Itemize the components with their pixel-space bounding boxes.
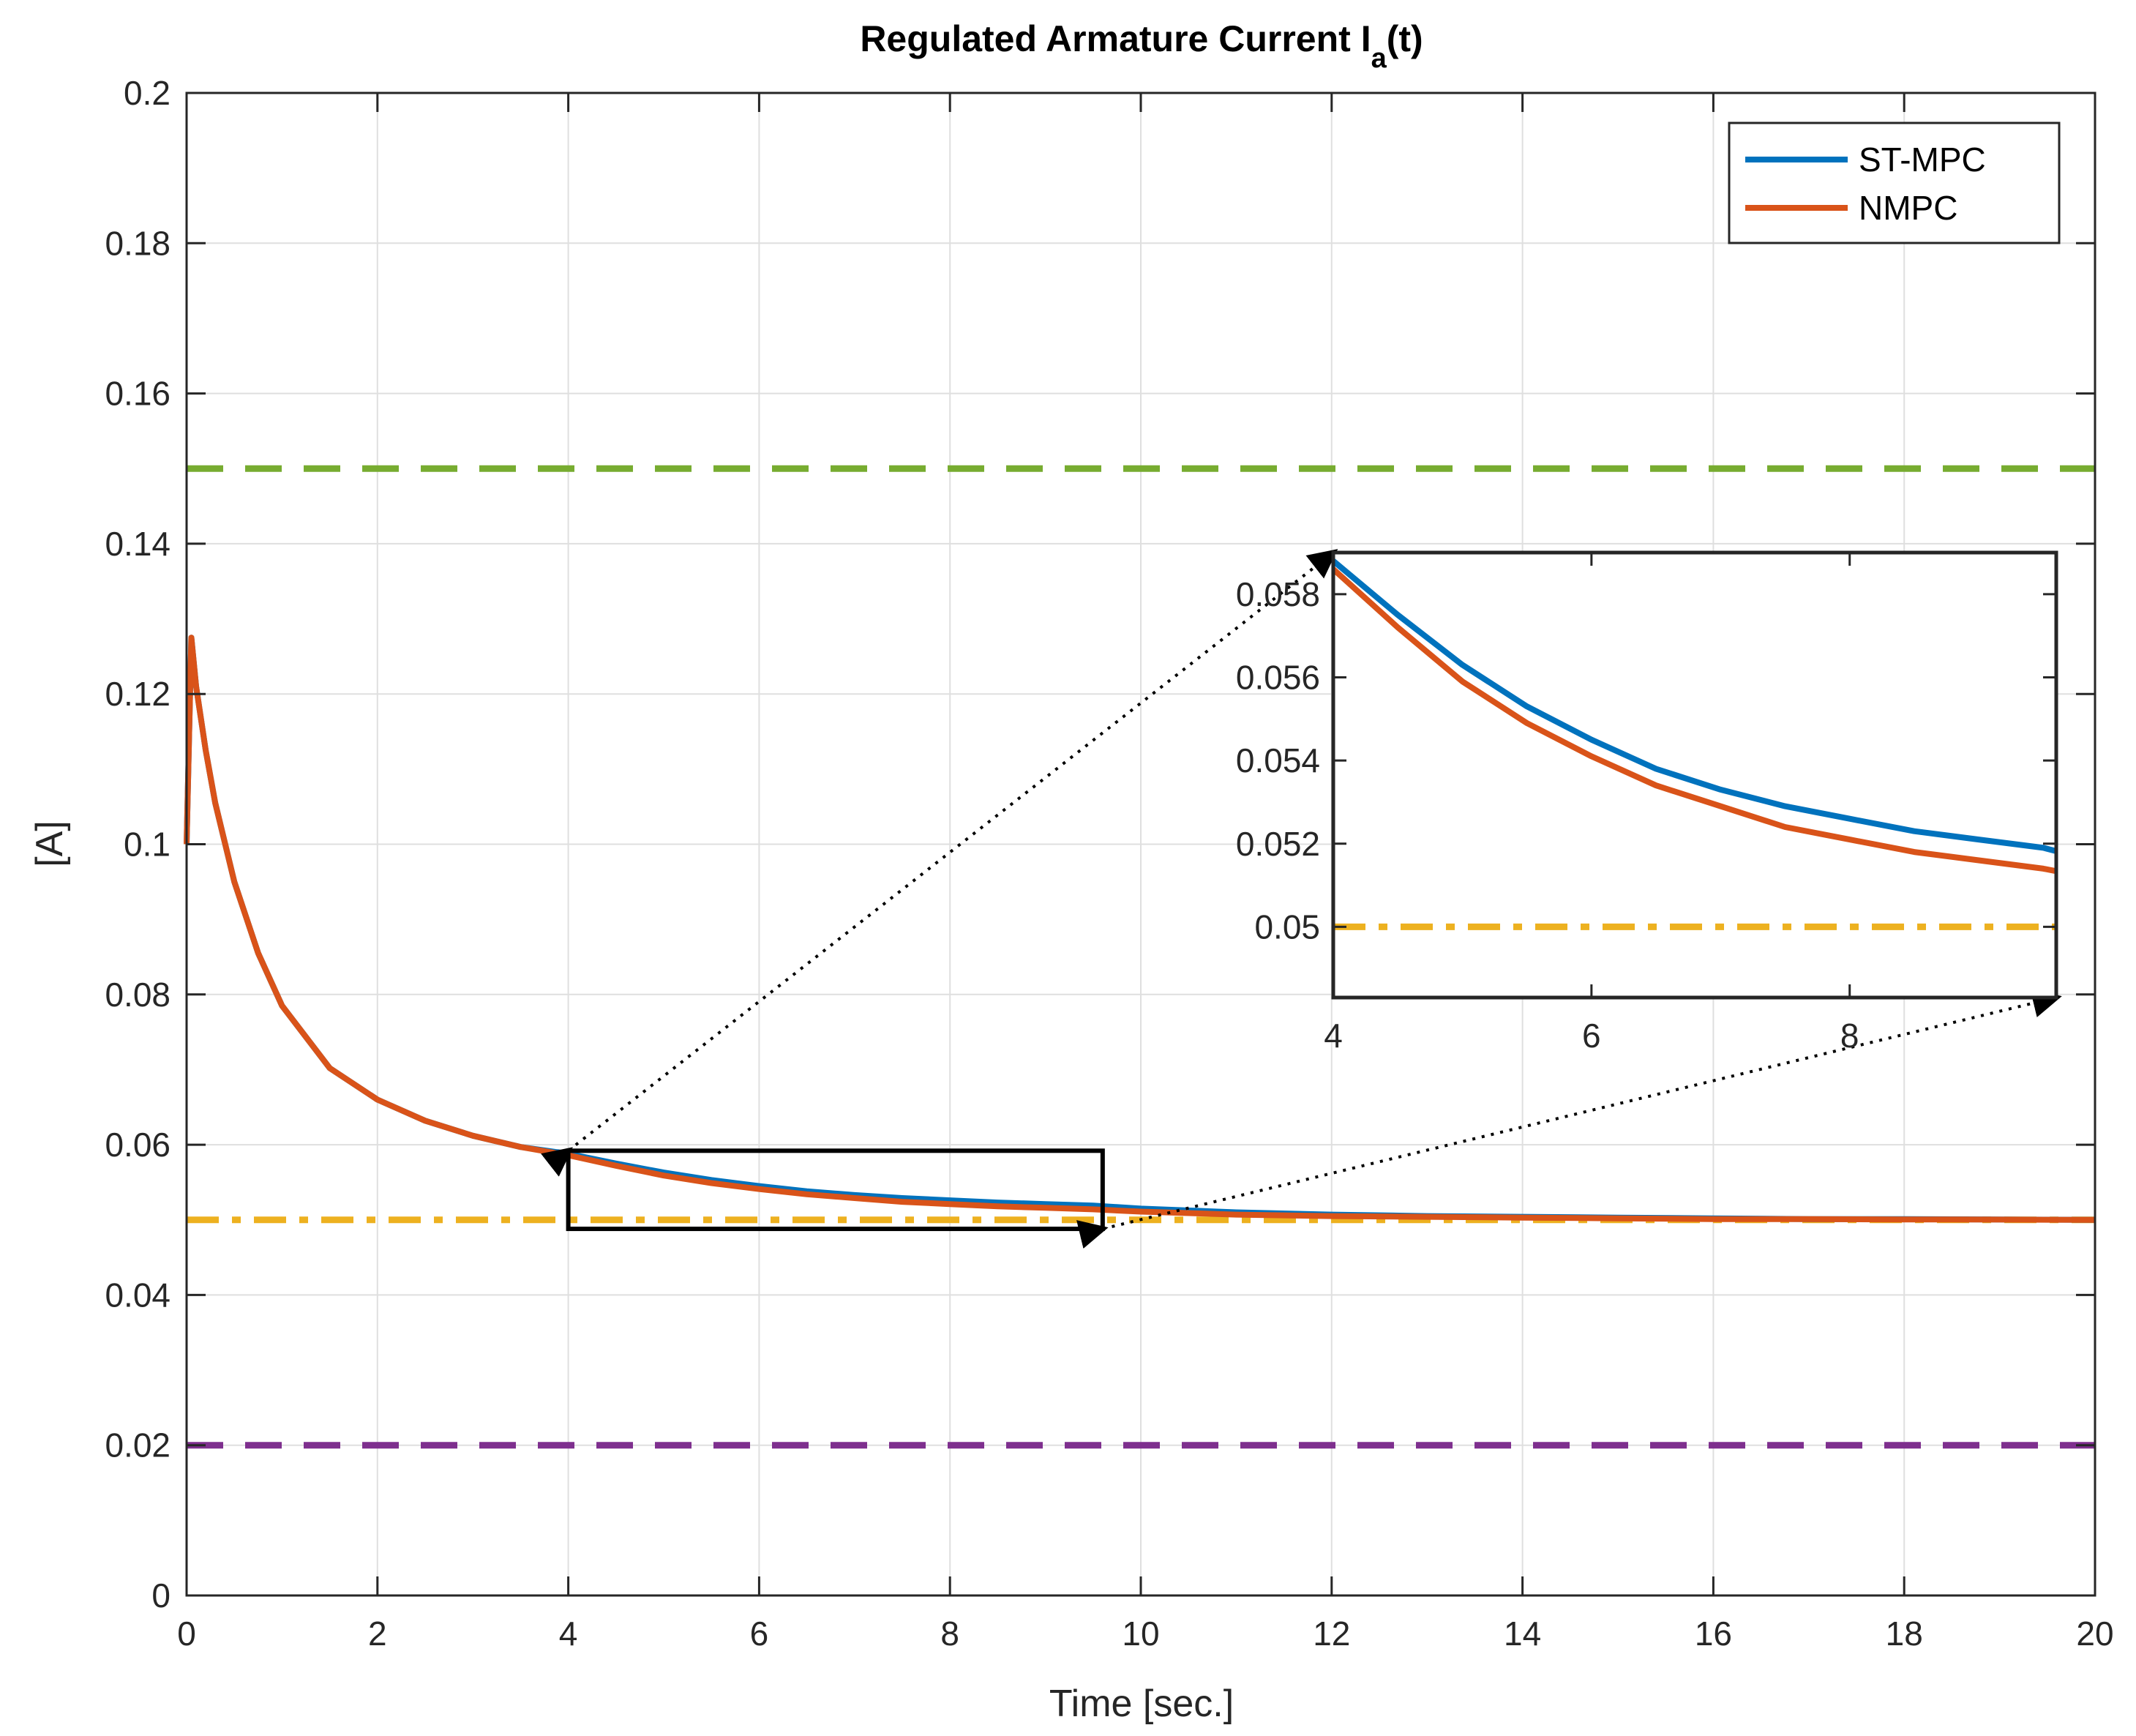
y-axis-label: [A]	[29, 820, 71, 867]
legend: ST-MPC NMPC	[1728, 121, 2061, 244]
zoom-connector-bottom	[1076, 989, 2062, 1249]
main-ticks	[185, 91, 2096, 1597]
y-tick-labels: 0 0.02 0.04 0.06 0.08 0.1 0.12 0.14 0.16 0.18 0.2	[105, 74, 170, 1615]
inset-background	[1333, 553, 2056, 998]
inset-y-tick-label: 0.054	[1236, 741, 1320, 779]
y-tick-label: 0.08	[105, 976, 170, 1014]
zoom-connector-top	[541, 549, 1338, 1177]
x-axis-label: Time [sec.]	[1049, 1683, 1234, 1725]
x-tick-labels: 0 2 4 6 8 10 12 14 16 18 20	[177, 1615, 2113, 1653]
x-tick-label: 12	[1313, 1615, 1350, 1653]
inset-axes-box	[1331, 550, 2058, 1000]
x-tick-label: 4	[559, 1615, 578, 1653]
y-tick-label: 0	[151, 1576, 170, 1615]
inset-series-line-nmpc	[1331, 566, 2057, 875]
y-tick-label: 0.1	[124, 826, 170, 864]
x-tick-label: 8	[940, 1615, 959, 1653]
inset-y-tick-label: 0.058	[1236, 575, 1320, 613]
inset-x-tick-label: 8	[1840, 1017, 1859, 1055]
zoom-indicator	[541, 549, 2062, 1249]
x-tick-label: 16	[1695, 1615, 1732, 1653]
y-tick-label: 0.04	[105, 1276, 170, 1314]
y-tick-label: 0.12	[105, 675, 170, 713]
x-tick-label: 2	[368, 1615, 387, 1653]
inset-x-tick-label: 6	[1582, 1017, 1601, 1055]
y-tick-label: 0.14	[105, 525, 170, 563]
legend-label-nmpc: NMPC	[1859, 189, 1957, 227]
y-tick-label: 0.06	[105, 1126, 170, 1164]
inset-y-tick-label: 0.05	[1254, 908, 1320, 946]
inset-y-tick-labels: 0.05 0.052 0.054 0.056 0.058	[1236, 575, 1320, 946]
x-tick-label: 18	[1886, 1615, 1923, 1653]
inset-y-tick-label: 0.056	[1236, 658, 1320, 696]
x-tick-label: 0	[177, 1615, 196, 1653]
inset-x-tick-labels: 4 6 8	[1324, 1017, 1859, 1055]
inset-y-tick-label: 0.052	[1236, 825, 1320, 863]
inset-x-tick-label: 4	[1324, 1017, 1343, 1055]
legend-box	[1728, 121, 2061, 244]
x-tick-label: 10	[1122, 1615, 1159, 1653]
y-tick-label: 0.2	[124, 74, 170, 112]
legend-label-st-mpc: ST-MPC	[1859, 141, 1986, 179]
x-tick-label: 6	[750, 1615, 769, 1653]
y-tick-label: 0.18	[105, 224, 170, 262]
x-tick-label: 14	[1504, 1615, 1541, 1653]
inset-ticks	[1332, 553, 2056, 998]
chart-title: Regulated Armature Current Ia(t)	[860, 18, 1423, 74]
y-tick-label: 0.02	[105, 1426, 170, 1464]
x-tick-label: 20	[2076, 1615, 2113, 1653]
inset-series	[1331, 558, 2058, 875]
y-tick-label: 0.16	[105, 375, 170, 413]
inset-series-line-st-mpc	[1331, 558, 2058, 854]
